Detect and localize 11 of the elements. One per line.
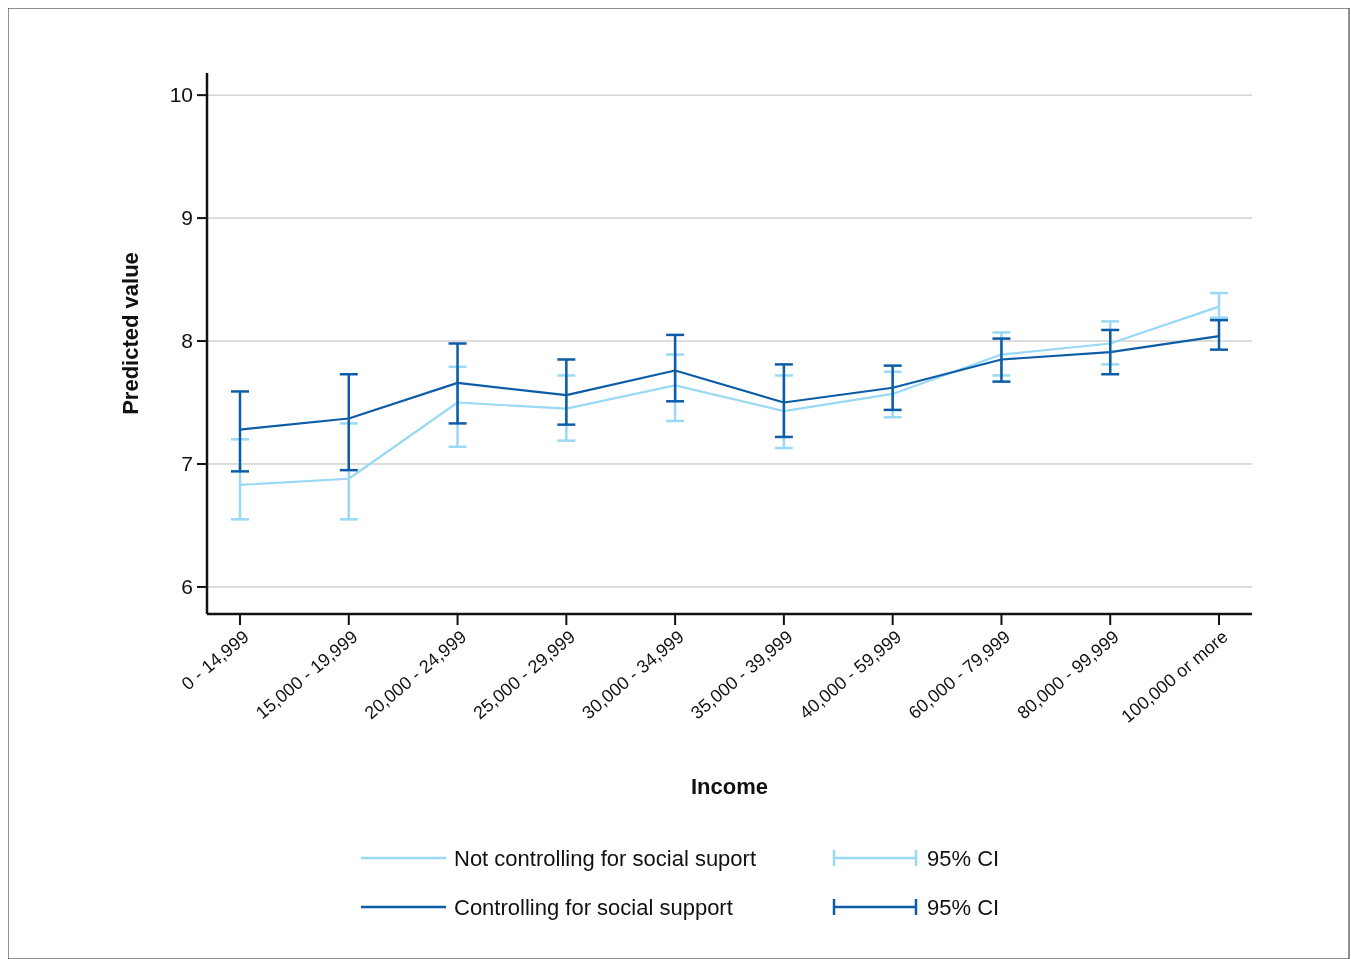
y-tick-label: 6: [181, 575, 193, 599]
text: 95% CI: [927, 845, 1000, 871]
y-tick-label: 7: [181, 452, 193, 476]
y-tick-label: 8: [181, 329, 193, 353]
x-axis-title: Income: [690, 774, 769, 799]
y-axis-title: Predicted value: [118, 252, 143, 415]
y-tick-label: 9: [181, 206, 193, 230]
y-tick-label: 10: [169, 83, 193, 107]
legend-label: Controlling for social support: [454, 894, 733, 920]
legend-label: Not controlling for social suport: [454, 845, 757, 871]
text: 95% CI: [927, 894, 1000, 920]
